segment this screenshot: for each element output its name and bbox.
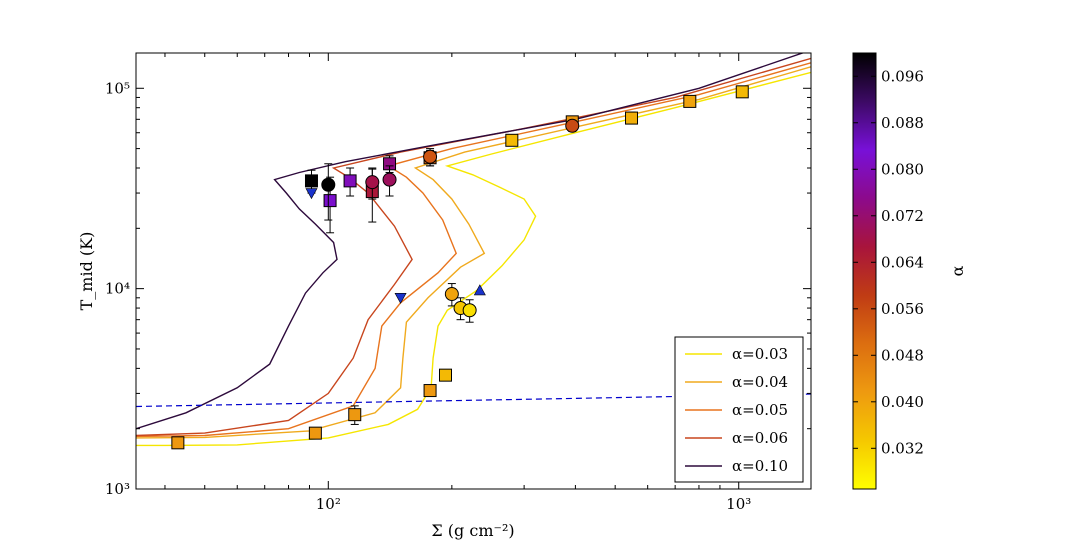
legend-frame (674, 336, 804, 483)
colorbar-gradient (852, 52, 877, 490)
square-marker-0 (171, 436, 185, 450)
legend-label-4: α=0.10 (732, 457, 788, 475)
legend-label-3: α=0.06 (732, 429, 788, 447)
triangle-down-marker-25 (394, 293, 407, 304)
square-marker-12 (323, 194, 337, 208)
y-tick-label: 10³ (105, 480, 130, 498)
series-line-2 (136, 62, 811, 438)
colorbar-tick-label-8: 0.096 (881, 67, 924, 85)
colorbar-tick-label-5: 0.072 (881, 207, 924, 225)
legend-label-0: α=0.03 (732, 345, 788, 363)
x-axis-label: Σ (g cm⁻²) (431, 521, 514, 540)
square-marker-4 (438, 368, 452, 382)
colorbar-tick-label-0: 0.032 (881, 439, 924, 457)
triangle-down-marker-24 (305, 188, 318, 200)
square-marker-13 (343, 174, 357, 188)
circle-marker-17 (365, 175, 380, 190)
colorbar-tick-label-7: 0.088 (881, 114, 924, 132)
square-marker-8 (683, 94, 697, 108)
circle-marker-20 (565, 118, 580, 133)
plot-area: 10² 10³ 10³ 10⁴ 10⁵ (105, 52, 812, 513)
colorbar-label: α (948, 265, 967, 276)
observation-markers (171, 85, 749, 450)
legend-label-1: α=0.04 (732, 373, 788, 391)
colorbar: α 0.032 0.040 0.048 0.056 0.064 0.072 0.080 0.0… (852, 52, 967, 490)
square-marker-3 (423, 384, 437, 398)
axis-ticks: 10² 10³ 10³ 10⁴ 10⁵ (105, 53, 811, 513)
triangle-up-marker-26 (473, 284, 486, 296)
square-marker-1 (308, 426, 322, 440)
square-marker-2 (348, 408, 362, 422)
square-marker-11 (304, 174, 318, 188)
legend-label-2: α=0.05 (732, 401, 788, 419)
square-marker-5 (505, 133, 519, 147)
y-axis-label: T_mid (K) (77, 232, 96, 311)
colorbar-tick-label-4: 0.064 (881, 253, 924, 271)
square-marker-9 (735, 85, 749, 99)
square-marker-7 (625, 111, 639, 125)
series-line-4 (136, 53, 805, 430)
legend: α=0.03 α=0.04 α=0.05 α=0.06 α=0.10 (674, 336, 804, 483)
colorbar-tick-label-3: 0.056 (881, 300, 924, 318)
series-line-0 (136, 71, 811, 447)
x-tick-label: 10² (316, 495, 341, 513)
colorbar-tick-label-6: 0.080 (881, 160, 924, 178)
x-tick-label: 10³ (726, 495, 751, 513)
circle-marker-19 (423, 149, 438, 164)
y-tick-label: 10⁵ (105, 79, 130, 97)
circle-marker-16 (321, 177, 336, 192)
series-line-1 (136, 66, 811, 439)
circle-marker-23 (462, 303, 477, 318)
colorbar-tick-label-2: 0.048 (881, 346, 924, 364)
colorbar-tick-label-1: 0.040 (881, 393, 924, 411)
circle-marker-21 (444, 287, 459, 302)
y-tick-label: 10⁴ (105, 280, 130, 298)
circle-marker-18 (382, 172, 397, 187)
axes-border (135, 52, 812, 490)
